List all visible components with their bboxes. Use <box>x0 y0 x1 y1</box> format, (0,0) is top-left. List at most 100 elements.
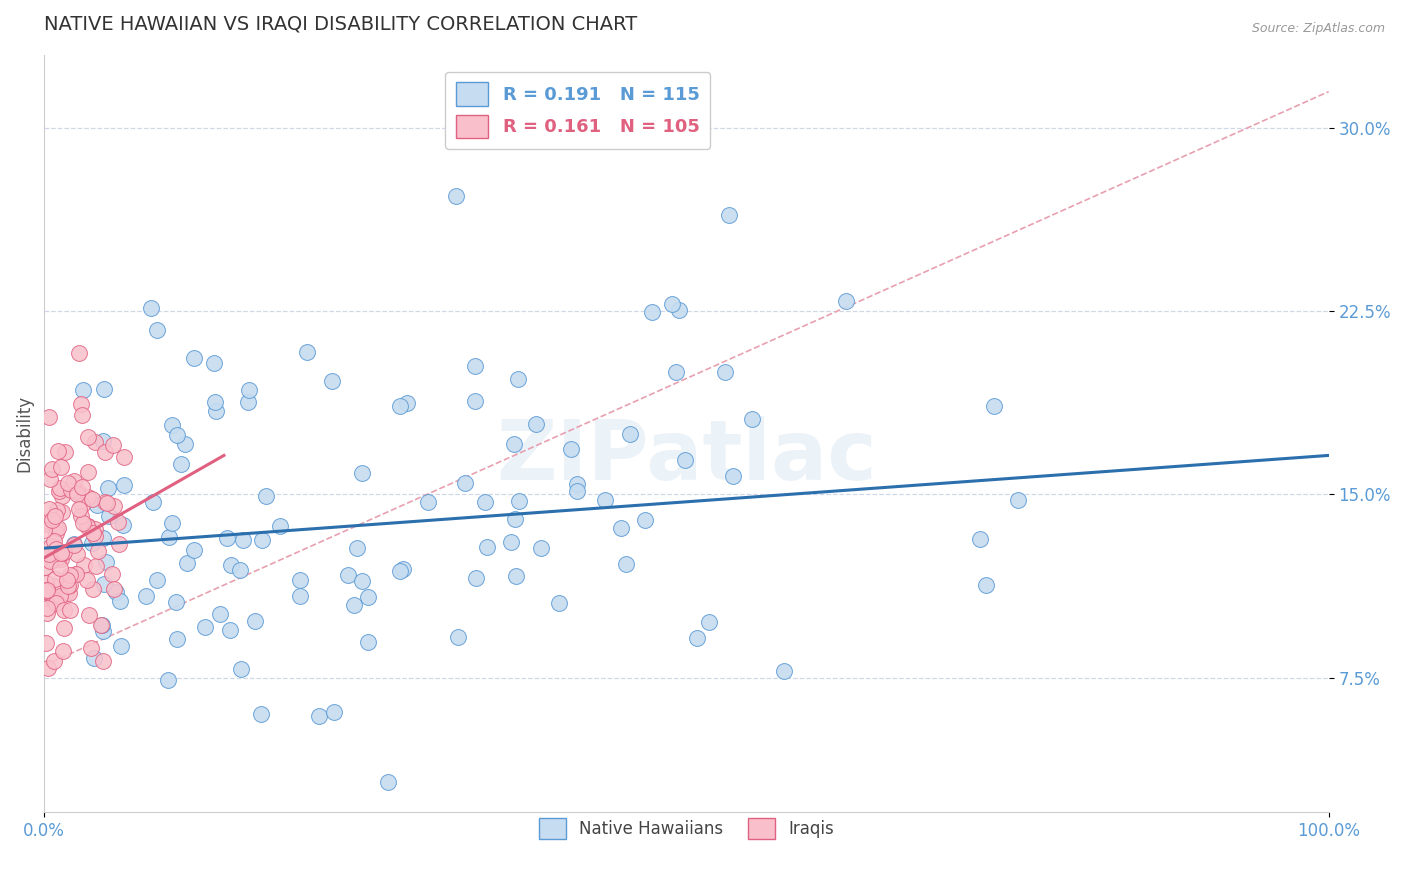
Point <box>160 418 183 433</box>
Point <box>56 574 79 588</box>
Point <box>66 485 89 500</box>
Point <box>208 607 231 622</box>
Point <box>63 475 86 489</box>
Point <box>48 549 70 564</box>
Point <box>42 534 65 549</box>
Point <box>35 582 58 597</box>
Point <box>170 457 193 471</box>
Point <box>70 397 93 411</box>
Point <box>352 574 374 588</box>
Point <box>45 596 67 610</box>
Point <box>83 522 105 536</box>
Point <box>146 573 169 587</box>
Point <box>1007 492 1029 507</box>
Point <box>66 547 89 561</box>
Point <box>454 476 477 491</box>
Point <box>77 519 100 533</box>
Point <box>501 535 523 549</box>
Point <box>295 344 318 359</box>
Point <box>86 558 108 573</box>
Point <box>38 409 60 424</box>
Point <box>524 417 547 432</box>
Point <box>45 526 67 541</box>
Point <box>41 462 63 476</box>
Point <box>42 593 65 607</box>
Point <box>337 568 360 582</box>
Point <box>44 572 66 586</box>
Point <box>93 434 115 449</box>
Point <box>80 640 103 655</box>
Point <box>323 705 346 719</box>
Point <box>346 541 368 555</box>
Point <box>665 365 688 379</box>
Point <box>37 517 59 532</box>
Point <box>93 382 115 396</box>
Point <box>377 774 399 789</box>
Point <box>77 490 100 504</box>
Point <box>94 494 117 508</box>
Text: NATIVE HAWAIIAN VS IRAQI DISABILITY CORRELATION CHART: NATIVE HAWAIIAN VS IRAQI DISABILITY CORR… <box>44 15 637 34</box>
Point <box>110 639 132 653</box>
Point <box>42 654 65 668</box>
Point <box>416 495 439 509</box>
Point <box>58 586 80 600</box>
Point <box>183 542 205 557</box>
Point <box>142 495 165 509</box>
Point <box>96 495 118 509</box>
Point <box>395 396 418 410</box>
Point <box>35 514 58 528</box>
Point <box>112 450 135 465</box>
Point <box>112 478 135 492</box>
Point <box>474 495 496 509</box>
Point <box>254 489 277 503</box>
Point <box>217 531 239 545</box>
Point <box>685 632 707 646</box>
Point <box>156 673 179 688</box>
Point <box>51 489 73 503</box>
Point <box>183 351 205 365</box>
Point <box>108 594 131 608</box>
Point <box>661 297 683 311</box>
Point <box>46 521 69 535</box>
Point <box>593 493 616 508</box>
Point <box>70 498 93 512</box>
Point <box>238 384 260 398</box>
Point <box>146 323 169 337</box>
Point <box>77 607 100 622</box>
Point <box>97 481 120 495</box>
Point <box>83 651 105 665</box>
Point <box>252 533 274 548</box>
Point <box>835 293 858 308</box>
Point <box>444 189 467 203</box>
Point <box>53 545 76 559</box>
Point <box>229 662 252 676</box>
Point <box>52 643 75 657</box>
Point <box>34 576 56 591</box>
Point <box>475 540 498 554</box>
Point <box>290 589 312 603</box>
Point <box>565 476 588 491</box>
Point <box>447 630 470 644</box>
Point <box>59 568 82 582</box>
Point <box>91 624 114 639</box>
Point <box>508 372 530 386</box>
Point <box>560 442 582 456</box>
Point <box>55 586 77 600</box>
Point <box>464 571 486 585</box>
Point <box>53 620 76 634</box>
Point <box>103 499 125 513</box>
Point <box>38 547 60 561</box>
Point <box>969 532 991 546</box>
Point <box>65 566 87 581</box>
Point <box>37 582 59 597</box>
Point <box>67 345 90 359</box>
Point <box>508 494 530 508</box>
Point <box>93 577 115 591</box>
Point <box>35 636 58 650</box>
Point <box>45 503 67 517</box>
Point <box>39 539 62 553</box>
Point <box>194 620 217 634</box>
Point <box>202 356 225 370</box>
Point <box>502 437 524 451</box>
Point <box>229 564 252 578</box>
